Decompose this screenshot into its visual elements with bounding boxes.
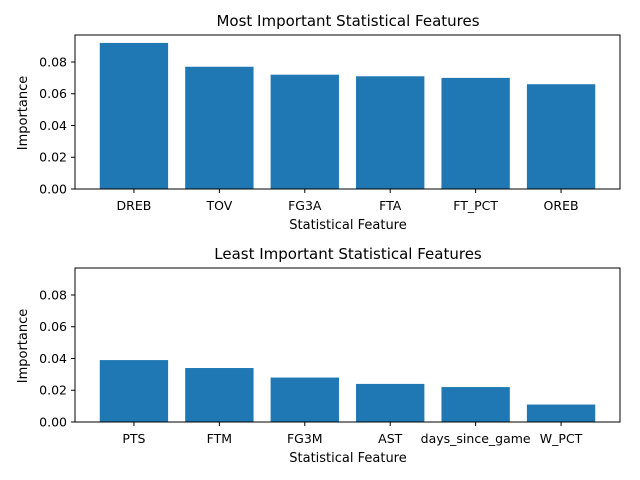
bar-ft-pct <box>441 77 510 189</box>
y-tick-label: 0.04 <box>39 118 67 133</box>
x-axis-label: Statistical Feature <box>289 218 407 233</box>
y-axis-ticks: 0.00 0.02 0.04 0.06 0.08 <box>39 287 75 430</box>
y-axis-ticks: 0.00 0.02 0.04 0.06 0.08 <box>39 54 75 197</box>
plot-frame <box>74 34 621 190</box>
y-axis-label: Importance <box>16 309 31 384</box>
bar-fta <box>356 76 425 189</box>
bar-group <box>99 42 596 189</box>
bar-tov <box>185 66 254 189</box>
bar-ftm <box>185 368 254 422</box>
y-tick-label: 0.08 <box>39 54 67 69</box>
bar-fg3a <box>270 74 339 189</box>
x-tick-label: W_PCT <box>540 431 583 446</box>
chart-title: Most Important Statistical Features <box>216 12 479 30</box>
x-tick-label: FG3M <box>287 431 323 446</box>
bar-oreb <box>526 84 596 189</box>
x-tick-label: days_since_game <box>421 431 531 446</box>
x-tick-label: FTA <box>379 198 402 213</box>
y-tick-label: 0.00 <box>39 182 67 197</box>
y-tick-label: 0.00 <box>39 415 67 430</box>
bar-days-since-game <box>441 387 510 422</box>
chart-most-important: Most Important Statistical Features DREB… <box>16 12 621 233</box>
x-tick-label: AST <box>378 431 402 446</box>
bar-fg3m <box>270 377 339 422</box>
y-tick-label: 0.02 <box>39 383 67 398</box>
y-tick-label: 0.02 <box>39 150 67 165</box>
x-axis-ticks: DREB TOV FG3A FTA FT_PCT OREB <box>117 189 579 213</box>
bar-group <box>99 360 596 422</box>
x-axis-label: Statistical Feature <box>289 451 407 466</box>
bar-w-pct <box>526 404 596 422</box>
y-tick-label: 0.04 <box>39 351 67 366</box>
x-tick-label: FT_PCT <box>453 198 498 213</box>
bar-ast <box>356 383 425 422</box>
x-tick-label: TOV <box>205 198 232 213</box>
plot-frame <box>74 267 621 423</box>
bar-pts <box>99 360 169 422</box>
x-axis-ticks: PTS FTM FG3M AST days_since_game W_PCT <box>122 422 583 446</box>
chart-least-important: Least Important Statistical Features PTS… <box>16 245 621 466</box>
x-tick-label: DREB <box>117 198 152 213</box>
x-tick-label: FTM <box>207 431 232 446</box>
x-tick-label: PTS <box>122 431 145 446</box>
x-tick-label: FG3A <box>288 198 322 213</box>
chart-title: Least Important Statistical Features <box>214 245 482 263</box>
bar-dreb <box>99 42 169 189</box>
y-tick-label: 0.06 <box>39 319 67 334</box>
x-tick-label: OREB <box>544 198 579 213</box>
y-tick-label: 0.08 <box>39 287 67 302</box>
y-tick-label: 0.06 <box>39 86 67 101</box>
y-axis-label: Importance <box>16 76 31 151</box>
